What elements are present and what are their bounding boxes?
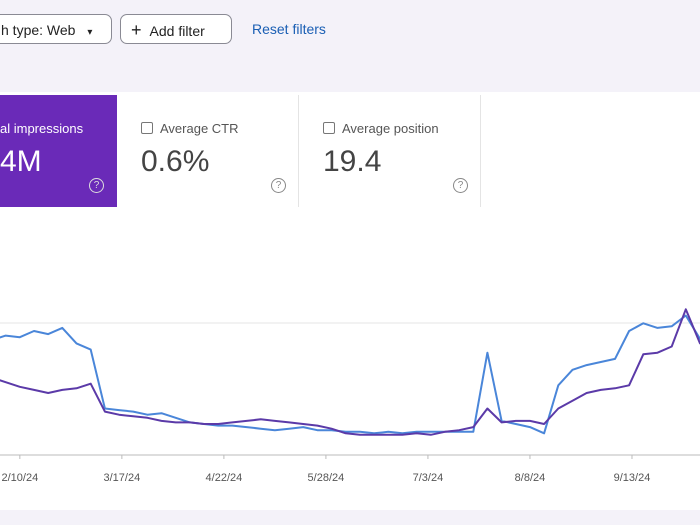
metric-value: 4M xyxy=(0,145,42,178)
metric-card[interactable]: Average CTR 0.6% ? xyxy=(117,95,299,207)
metric-label: Average CTR xyxy=(160,121,239,136)
x-tick-label: 7/3/24 xyxy=(413,472,444,484)
x-tick-label: 9/13/24 xyxy=(614,472,651,484)
plot xyxy=(0,308,700,436)
footer-band xyxy=(0,510,700,525)
help-icon[interactable]: ? xyxy=(89,178,104,193)
checkbox[interactable] xyxy=(323,122,335,134)
add-filter-button[interactable]: + Add filter xyxy=(120,14,232,44)
add-filter-label: Add filter xyxy=(149,23,205,39)
metric-card[interactable]: al impressions 4M ? xyxy=(0,95,117,207)
x-tick-label: 3/17/24 xyxy=(104,472,141,484)
x-tick-label: 4/22/24 xyxy=(206,472,243,484)
search-type-button[interactable]: h type: Web ▾ xyxy=(0,14,112,44)
chart: 2/10/24 3/17/24 4/22/24 5/28/24 7/3/24 8/8/24… xyxy=(0,308,700,484)
x-tick-label: 8/8/24 xyxy=(515,472,546,484)
checkbox[interactable] xyxy=(141,122,153,134)
metric-label: al impressions xyxy=(0,121,84,136)
metric-value: 0.6% xyxy=(141,145,210,178)
series-line xyxy=(0,308,700,436)
metric-card[interactable]: Average position 19.4 ? xyxy=(299,95,481,207)
series-line xyxy=(0,314,700,435)
help-icon[interactable]: ? xyxy=(271,178,286,193)
metric-label: Average position xyxy=(342,121,439,136)
help-icon[interactable]: ? xyxy=(453,178,468,193)
x-tick-label: 2/10/24 xyxy=(1,472,38,484)
x-tick-label: 5/28/24 xyxy=(308,472,345,484)
reset-filters[interactable]: Reset filters xyxy=(252,21,326,37)
filter-bar: h type: Web ▾ + Add filter Reset filters xyxy=(0,0,700,92)
search-type-label: h type: Web xyxy=(1,22,76,38)
metric-value: 19.4 xyxy=(323,145,382,178)
